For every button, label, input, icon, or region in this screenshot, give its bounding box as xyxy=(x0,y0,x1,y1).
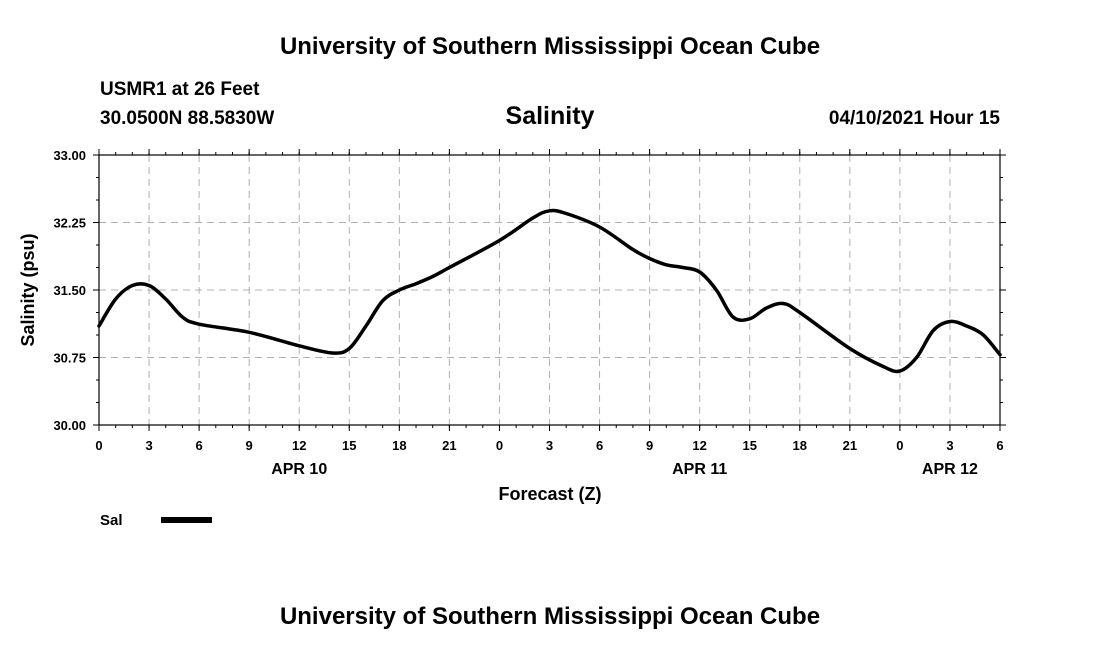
date-label: APR 11 xyxy=(672,461,727,478)
y-tick-label: 31.50 xyxy=(53,283,86,298)
tick-labels: 30.00 30.75 31.50 32.25 33.00 0 3 6 9 12 15 18 21 0 3 6… xyxy=(53,148,1003,478)
y-tick-label: 32.25 xyxy=(53,216,86,231)
datetime-label: 04/10/2021 Hour 15 xyxy=(829,108,1001,129)
x-tick-label: 3 xyxy=(546,438,553,453)
x-tick-label: 6 xyxy=(195,438,202,453)
footer-title: University of Southern Mississippi Ocean… xyxy=(280,603,820,630)
x-tick-label: 0 xyxy=(95,438,102,453)
x-tick-label: 3 xyxy=(946,438,953,453)
x-tick-label: 21 xyxy=(442,438,456,453)
coordinates-label: 30.0500N 88.5830W xyxy=(100,108,274,129)
x-tick-label: 15 xyxy=(742,438,756,453)
x-tick-label: 15 xyxy=(342,438,356,453)
y-tick-label: 33.00 xyxy=(53,148,86,163)
x-axis-label: Forecast (Z) xyxy=(498,484,601,504)
x-tick-label: 0 xyxy=(496,438,503,453)
y-axis-label: Salinity (psu) xyxy=(18,233,38,346)
y-tick-label: 30.75 xyxy=(53,351,86,366)
x-tick-label: 21 xyxy=(843,438,857,453)
chart-title: University of Southern Mississippi Ocean… xyxy=(280,33,820,60)
plot-frame xyxy=(98,154,1001,426)
series-line-sal xyxy=(97,208,1002,374)
variable-label: Salinity xyxy=(506,102,595,130)
date-label: APR 12 xyxy=(922,461,978,478)
y-tick-label: 30.00 xyxy=(53,418,86,433)
x-tick-label: 18 xyxy=(392,438,406,453)
legend-label: Sal xyxy=(100,512,123,529)
x-tick-label: 3 xyxy=(145,438,152,453)
x-tick-label: 9 xyxy=(646,438,653,453)
x-tick-label: 12 xyxy=(292,438,306,453)
grid xyxy=(99,155,1000,425)
x-tick-label: 6 xyxy=(596,438,603,453)
x-tick-label: 0 xyxy=(896,438,903,453)
x-tick-label: 18 xyxy=(793,438,807,453)
x-tick-label: 9 xyxy=(246,438,253,453)
x-tick-label: 6 xyxy=(996,438,1003,453)
station-label: USMR1 at 26 Feet xyxy=(100,79,260,100)
x-tick-label: 12 xyxy=(692,438,706,453)
date-label: APR 10 xyxy=(271,461,327,478)
